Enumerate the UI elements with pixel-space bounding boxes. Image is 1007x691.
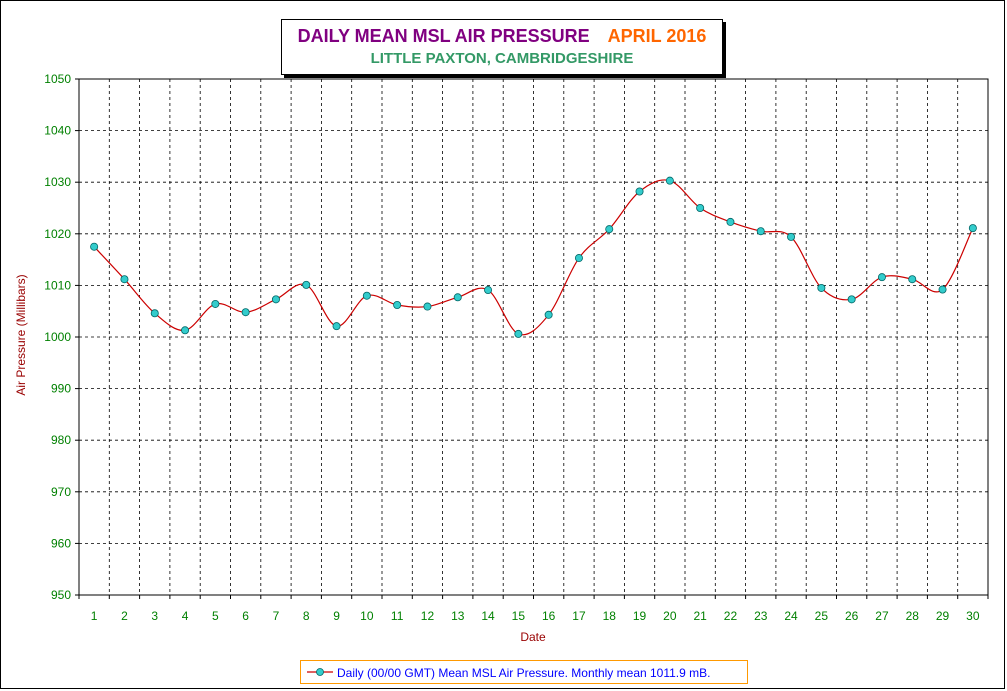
x-tick-label: 12 (421, 609, 435, 623)
series-line (93, 179, 974, 336)
data-point (938, 285, 947, 294)
data-point (756, 227, 765, 236)
y-axis-ticks: 950 960 970 980 990 1000 1010 1020 1030 1040 1050 (44, 72, 79, 602)
x-tick-label: 11 (391, 609, 404, 623)
x-tick-label: 26 (845, 609, 859, 623)
data-point (241, 308, 250, 317)
chart-title-period: APRIL 2016 (607, 26, 707, 46)
data-point (635, 187, 644, 196)
legend-swatch-icon (307, 668, 333, 676)
title-line: DAILY MEAN MSL AIR PRESSURE APRIL 2016 (282, 26, 722, 47)
data-point (120, 275, 129, 284)
data-point (787, 232, 796, 241)
data-point (544, 310, 553, 319)
x-tick-label: 4 (182, 609, 189, 623)
data-point (211, 299, 220, 308)
data-point (877, 273, 886, 282)
x-tick-label: 8 (303, 609, 310, 623)
data-point (150, 309, 159, 318)
x-tick-label: 5 (212, 609, 219, 623)
y-axis-title: Air Pressure (Millibars) (14, 274, 28, 395)
x-axis-ticks: 1 2 3 4 5 6 7 8 9 10 11 12 13 14 15 16 17 18 19 20 21 22 23 24 2… (78, 595, 989, 623)
data-point (605, 225, 614, 234)
x-tick-label: 14 (481, 609, 495, 623)
y-tick-label: 1020 (44, 227, 71, 241)
x-tick-label: 22 (724, 609, 738, 623)
data-point (393, 301, 402, 310)
data-point (726, 217, 735, 226)
grid-lines (79, 79, 988, 595)
data-point (423, 302, 432, 311)
data-point (453, 293, 462, 302)
y-tick-label: 1030 (44, 175, 71, 189)
x-tick-label: 29 (936, 609, 950, 623)
chart-subtitle: LITTLE PAXTON, CAMBRIDGESHIRE (370, 50, 634, 67)
x-tick-label: 19 (633, 609, 647, 623)
y-tick-label: 990 (51, 382, 71, 396)
x-axis-title: Date (520, 630, 546, 644)
x-tick-label: 10 (360, 609, 374, 623)
x-tick-label: 16 (542, 609, 556, 623)
x-tick-label: 23 (754, 609, 768, 623)
x-tick-label: 3 (151, 609, 158, 623)
x-tick-label: 2 (121, 609, 128, 623)
x-tick-label: 21 (693, 609, 707, 623)
x-tick-label: 6 (242, 609, 249, 623)
x-tick-label: 17 (572, 609, 586, 623)
data-point (574, 254, 583, 263)
x-tick-label: 25 (815, 609, 829, 623)
data-point (484, 286, 493, 295)
x-tick-label: 18 (603, 609, 617, 623)
y-tick-label: 950 (51, 588, 71, 602)
y-tick-label: 960 (51, 536, 71, 550)
data-point (665, 176, 674, 185)
y-tick-label: 1000 (44, 330, 71, 344)
data-markers (90, 176, 977, 338)
data-point (181, 326, 190, 335)
x-tick-label: 13 (451, 609, 465, 623)
data-point (968, 224, 977, 233)
data-point (908, 275, 917, 284)
y-tick-label: 1010 (44, 278, 71, 292)
chart-title: DAILY MEAN MSL AIR PRESSURE (297, 26, 590, 46)
x-tick-label: 24 (784, 609, 798, 623)
data-point (514, 329, 523, 338)
x-tick-label: 27 (875, 609, 889, 623)
x-tick-label: 1 (91, 609, 98, 623)
legend-label: Daily (00/00 GMT) Mean MSL Air Pressure.… (337, 666, 711, 680)
data-point (362, 291, 371, 300)
data-point (847, 295, 856, 304)
data-point (302, 280, 311, 289)
data-point (817, 283, 826, 292)
data-point (332, 322, 341, 331)
x-tick-label: 30 (966, 609, 980, 623)
data-point (271, 295, 280, 304)
x-tick-label: 20 (663, 609, 677, 623)
y-tick-label: 1040 (44, 124, 71, 138)
legend: Daily (00/00 GMT) Mean MSL Air Pressure.… (300, 660, 748, 684)
y-tick-label: 1050 (44, 72, 71, 86)
y-tick-label: 980 (51, 433, 71, 447)
y-tick-label: 970 (51, 485, 71, 499)
x-tick-label: 28 (906, 609, 920, 623)
data-point (696, 203, 705, 212)
chart-title-box: DAILY MEAN MSL AIR PRESSURE APRIL 2016 LI… (281, 19, 723, 75)
data-point (90, 242, 99, 251)
x-tick-label: 15 (512, 609, 526, 623)
x-tick-label: 7 (273, 609, 280, 623)
x-tick-label: 9 (333, 609, 340, 623)
